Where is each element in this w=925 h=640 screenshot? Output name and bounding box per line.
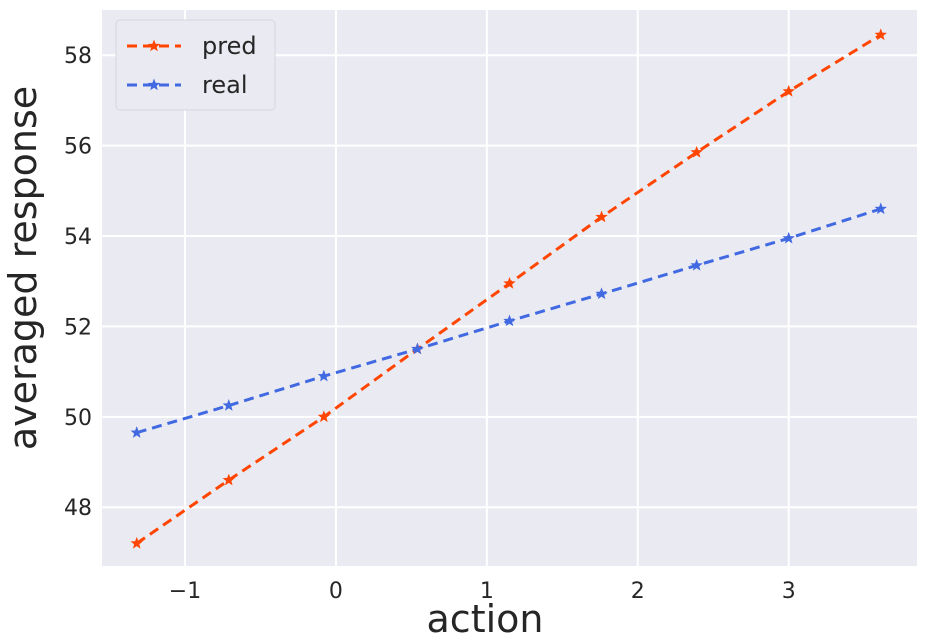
- x-tick-labels: −1 0 1 2 3: [169, 579, 796, 604]
- data-point-pred: [222, 473, 235, 486]
- data-point-real: [317, 369, 331, 382]
- data-point-real: [411, 342, 424, 355]
- data-point-real: [874, 202, 887, 215]
- data-point-real: [130, 426, 143, 438]
- data-point-pred: [690, 145, 703, 158]
- data-point-pred: [503, 276, 516, 289]
- data-point-pred: [874, 28, 887, 41]
- x-tick-label: 3: [782, 579, 796, 604]
- data-point-real: [595, 287, 608, 300]
- y-tick-label: 48: [64, 496, 92, 521]
- data-point-pred: [782, 84, 795, 97]
- x-tick-label: 1: [480, 579, 494, 604]
- legend-label-real: real: [202, 71, 247, 99]
- legend-marker-pred: [147, 39, 161, 52]
- y-tick-label: 58: [64, 44, 92, 69]
- y-tick-label: 54: [64, 225, 92, 250]
- y-axis-label: averaged response: [1, 86, 45, 450]
- series-real: [130, 202, 887, 438]
- series-layer: [130, 28, 887, 549]
- data-point-real: [782, 231, 795, 244]
- y-tick-label: 56: [64, 135, 92, 160]
- data-point-pred: [130, 536, 143, 549]
- y-tick-label: 52: [64, 315, 92, 340]
- x-tick-label: 2: [631, 579, 645, 604]
- data-point-real: [503, 314, 516, 327]
- x-tick-label: 0: [329, 579, 343, 604]
- grid-lines: [102, 10, 917, 566]
- legend-label-pred: pred: [202, 32, 257, 60]
- data-point-real: [690, 258, 703, 271]
- legend: pred real: [115, 19, 276, 111]
- y-tick-label: 50: [64, 406, 92, 431]
- x-axis-label: action: [427, 597, 544, 640]
- x-tick-label: −1: [169, 579, 201, 604]
- y-tick-labels: 48 50 52 54 56 58: [64, 44, 92, 521]
- data-point-pred: [595, 210, 608, 223]
- legend-marker-real: [147, 78, 161, 91]
- data-point-pred: [317, 410, 331, 423]
- data-point-real: [222, 399, 235, 411]
